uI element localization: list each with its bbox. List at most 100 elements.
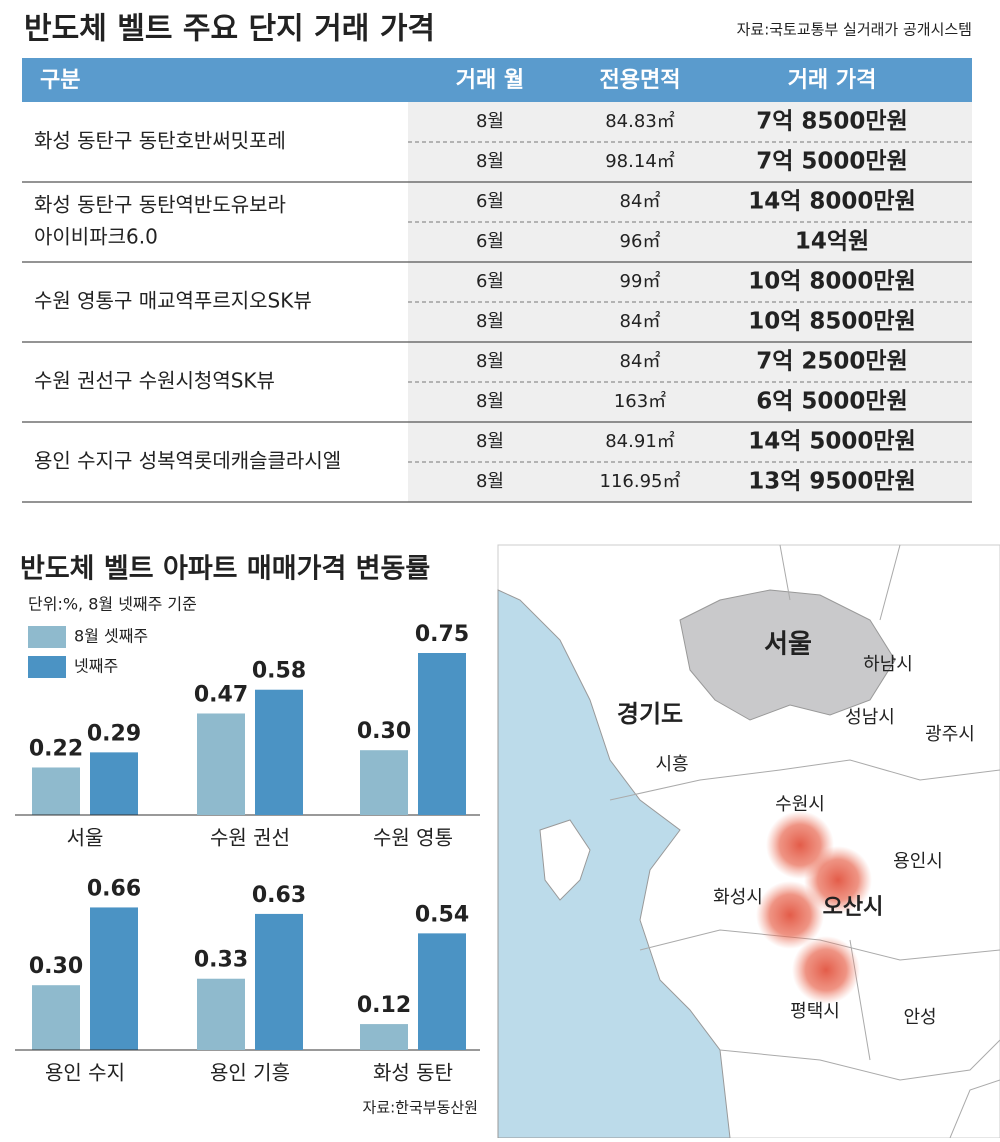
trade-month: 8월 <box>476 391 504 412</box>
trade-month: 8월 <box>476 431 504 452</box>
chart-source: 자료:한국부동산원 <box>363 1099 478 1117</box>
bar <box>360 750 408 815</box>
legend-swatch <box>28 626 66 648</box>
value-label: 0.47 <box>194 682 248 707</box>
price: 14억원 <box>795 229 869 255</box>
map-label: 용인시 <box>893 851 943 872</box>
legend-label: 8월 셋째주 <box>74 627 148 646</box>
map <box>497 544 1000 1139</box>
trade-month: 8월 <box>476 151 504 172</box>
table-header: 거래 월 <box>456 68 524 93</box>
category-label: 화성 동탄 <box>373 1061 453 1085</box>
header-bar <box>22 58 972 102</box>
area: 84.91㎡ <box>605 430 675 452</box>
price: 14억 8000만원 <box>748 189 916 215</box>
legend-swatch <box>28 656 66 678</box>
trade-month: 6월 <box>476 191 504 212</box>
complex-name: 수원 영통구 매교역푸르지오SK뷰 <box>34 289 312 313</box>
bar <box>418 653 466 815</box>
area: 163㎡ <box>614 390 666 412</box>
category-label: 수원 권선 <box>210 826 290 850</box>
map-label: 수원시 <box>775 794 825 815</box>
hotspot <box>756 881 824 949</box>
value-label: 0.63 <box>252 883 306 908</box>
bar <box>90 752 138 815</box>
value-label: 0.12 <box>357 993 411 1018</box>
bar <box>197 713 245 815</box>
trade-month: 8월 <box>476 311 504 332</box>
table-header: 구분 <box>40 68 80 93</box>
hotspot <box>804 846 872 914</box>
table-header: 거래 가격 <box>788 68 877 93</box>
chart-subtitle: 단위:%, 8월 넷째주 기준 <box>28 595 197 614</box>
trade-month: 8월 <box>476 471 504 492</box>
legend-label: 넷째주 <box>74 657 118 676</box>
bar <box>255 689 303 815</box>
value-label: 0.75 <box>415 622 469 647</box>
bar <box>360 1024 408 1050</box>
value-label: 0.66 <box>87 876 141 901</box>
price: 10억 8000만원 <box>748 269 916 295</box>
value-label: 0.54 <box>415 902 469 927</box>
area: 96㎡ <box>620 230 661 252</box>
map-label: 평택시 <box>790 1001 840 1022</box>
trade-month: 6월 <box>476 231 504 252</box>
map-label: 광주시 <box>925 724 975 745</box>
area: 84.83㎡ <box>605 110 675 132</box>
seoul <box>679 589 896 721</box>
table-title: 반도체 벨트 주요 단지 거래 가격 <box>24 12 435 47</box>
area: 99㎡ <box>620 270 661 292</box>
price: 14억 5000만원 <box>748 429 916 455</box>
sea <box>497 589 731 1139</box>
price: 7억 8500만원 <box>756 109 908 135</box>
map-label: 서울 <box>764 630 812 660</box>
map-label: 안성 <box>903 1007 936 1028</box>
value-label: 0.29 <box>87 721 141 746</box>
bar <box>418 933 466 1050</box>
area: 116.95㎡ <box>600 470 681 492</box>
value-label: 0.22 <box>29 736 83 761</box>
area: 84㎡ <box>620 190 661 212</box>
island <box>539 819 591 901</box>
price: 7억 2500만원 <box>756 349 908 375</box>
map-label: 오산시 <box>823 895 884 920</box>
complex-name: 수원 권선구 수원시청역SK뷰 <box>34 369 275 393</box>
price: 7억 5000만원 <box>756 149 908 175</box>
table-header: 전용면적 <box>600 68 681 93</box>
price: 6억 5000만원 <box>756 389 908 415</box>
complex-name: 화성 동탄구 동탄역반도유보라 <box>34 193 286 217</box>
value-label: 0.30 <box>357 719 411 744</box>
map-label: 시흥 <box>655 754 688 775</box>
price: 10억 8500만원 <box>748 309 916 335</box>
chart-title: 반도체 벨트 아파트 매매가격 변동률 <box>20 554 430 585</box>
map-label: 하남시 <box>863 654 913 675</box>
complex-name: 용인 수지구 성복역롯데캐슬클라시엘 <box>34 449 341 473</box>
bar <box>255 913 303 1050</box>
map-label: 경기도 <box>617 700 683 728</box>
trade-month: 6월 <box>476 271 504 292</box>
category-label: 용인 기흥 <box>210 1061 290 1085</box>
bar <box>90 907 138 1050</box>
category-label: 수원 영통 <box>373 826 453 850</box>
bar <box>197 978 245 1050</box>
hotspot <box>792 936 860 1004</box>
bar <box>32 985 80 1050</box>
complex-name: 아이비파크6.0 <box>34 225 158 249</box>
category-label: 서울 <box>67 826 104 850</box>
price: 13억 9500만원 <box>748 469 916 495</box>
value-label: 0.30 <box>29 954 83 979</box>
bar <box>32 767 80 815</box>
value-label: 0.58 <box>252 659 306 684</box>
area: 98.14㎡ <box>605 150 675 172</box>
table-source: 자료:국토교통부 실거래가 공개시스템 <box>737 21 972 39</box>
category-label: 용인 수지 <box>45 1061 125 1085</box>
complex-name: 화성 동탄구 동탄호반써밋포레 <box>34 129 286 153</box>
map-label: 성남시 <box>845 707 895 728</box>
area: 84㎡ <box>620 310 661 332</box>
trade-month: 8월 <box>476 111 504 132</box>
area: 84㎡ <box>620 350 661 372</box>
trade-month: 8월 <box>476 351 504 372</box>
map-label: 화성시 <box>713 887 763 908</box>
value-label: 0.33 <box>194 948 248 973</box>
